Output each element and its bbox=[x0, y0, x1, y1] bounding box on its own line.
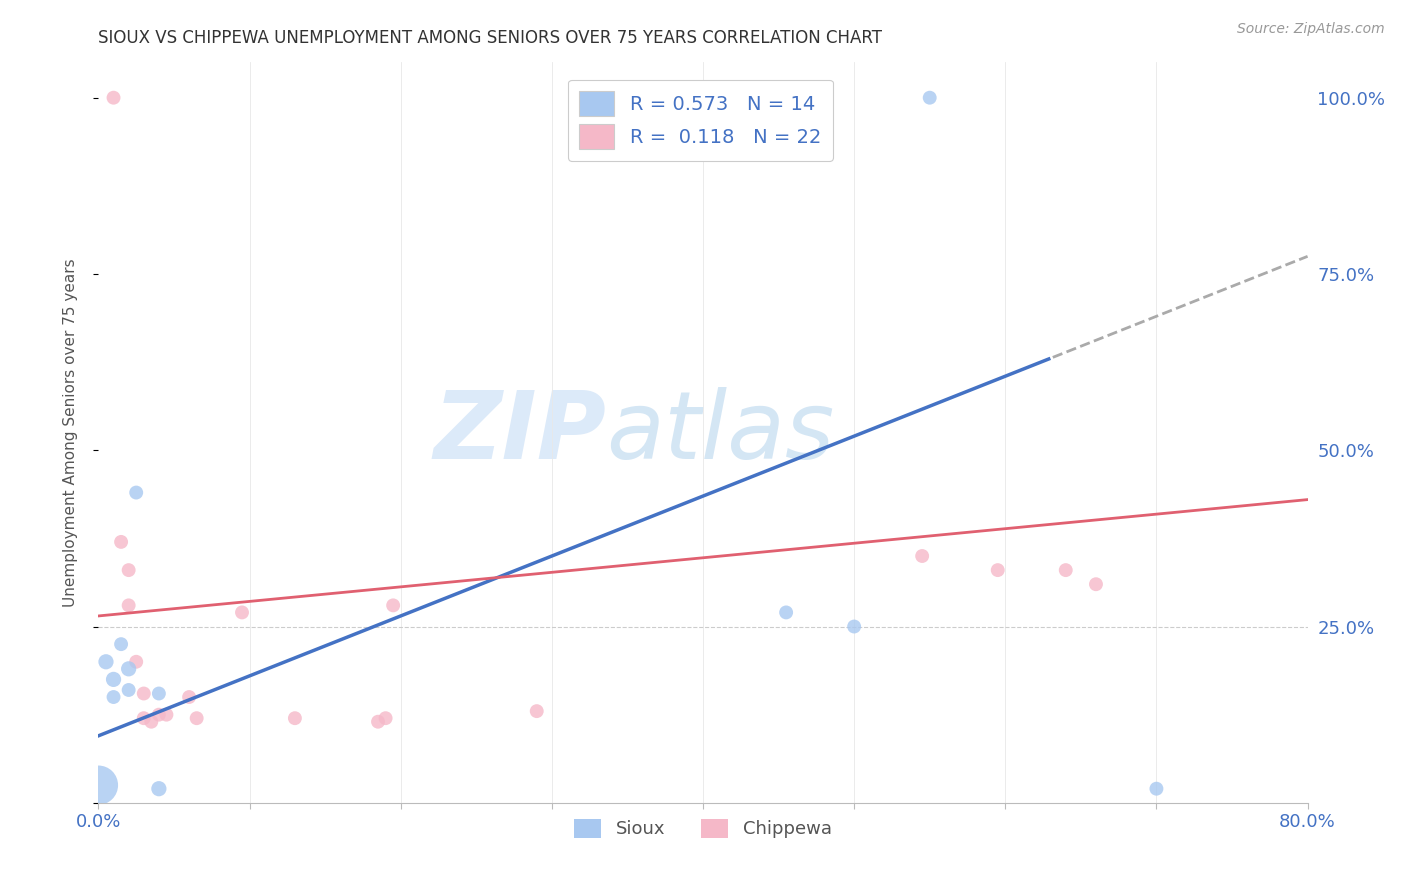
Point bbox=[110, 637, 132, 651]
Point bbox=[118, 563, 141, 577]
Point bbox=[1144, 781, 1167, 796]
Point bbox=[132, 711, 155, 725]
Point bbox=[911, 549, 934, 563]
Point bbox=[118, 683, 141, 698]
Point bbox=[179, 690, 201, 704]
Point bbox=[1054, 563, 1077, 577]
Point bbox=[775, 606, 797, 620]
Point bbox=[141, 714, 163, 729]
Point bbox=[148, 686, 170, 700]
Point bbox=[844, 619, 866, 633]
Point bbox=[148, 781, 170, 796]
Text: atlas: atlas bbox=[606, 387, 835, 478]
Point bbox=[103, 673, 125, 687]
Point bbox=[118, 599, 141, 613]
Y-axis label: Unemployment Among Seniors over 75 years: Unemployment Among Seniors over 75 years bbox=[63, 259, 77, 607]
Point bbox=[526, 704, 548, 718]
Point bbox=[284, 711, 307, 725]
Point bbox=[918, 91, 941, 105]
Point bbox=[382, 599, 405, 613]
Point bbox=[110, 535, 132, 549]
Point bbox=[231, 606, 253, 620]
Point bbox=[186, 711, 208, 725]
Point bbox=[94, 655, 117, 669]
Legend: Sioux, Chippewa: Sioux, Chippewa bbox=[567, 812, 839, 846]
Point bbox=[367, 714, 389, 729]
Point bbox=[155, 707, 177, 722]
Point bbox=[125, 655, 148, 669]
Point bbox=[987, 563, 1010, 577]
Point bbox=[118, 662, 141, 676]
Point bbox=[87, 778, 110, 792]
Point bbox=[374, 711, 396, 725]
Text: SIOUX VS CHIPPEWA UNEMPLOYMENT AMONG SENIORS OVER 75 YEARS CORRELATION CHART: SIOUX VS CHIPPEWA UNEMPLOYMENT AMONG SEN… bbox=[98, 29, 883, 47]
Point bbox=[148, 707, 170, 722]
Point bbox=[103, 91, 125, 105]
Point bbox=[103, 690, 125, 704]
Point bbox=[1085, 577, 1108, 591]
Point bbox=[125, 485, 148, 500]
Text: ZIP: ZIP bbox=[433, 386, 606, 479]
Text: Source: ZipAtlas.com: Source: ZipAtlas.com bbox=[1237, 22, 1385, 37]
Point bbox=[132, 686, 155, 700]
